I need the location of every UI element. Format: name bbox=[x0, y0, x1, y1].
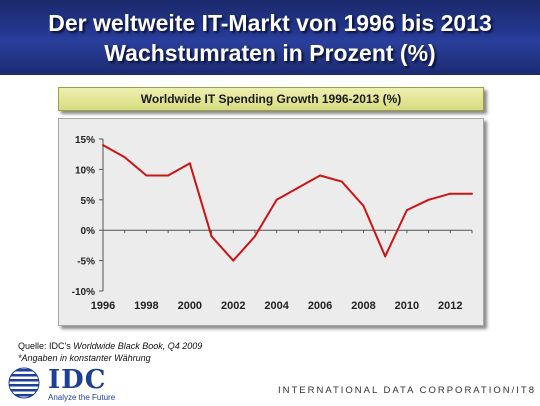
idc-logo: IDC Analyze the Future bbox=[6, 365, 116, 402]
data-point bbox=[123, 156, 126, 159]
x-tick-label: 2006 bbox=[308, 300, 332, 312]
chart-title: Worldwide IT Spending Growth 1996-2013 (… bbox=[58, 87, 484, 111]
data-point bbox=[362, 204, 365, 207]
x-tick-label: 2012 bbox=[438, 300, 462, 312]
data-point bbox=[253, 235, 256, 238]
data-point bbox=[405, 209, 408, 212]
globe-icon bbox=[8, 367, 40, 399]
line-chart: 15% 10% 5% 0% -5% -10% 1996 1998 2000 2002 2004 200… bbox=[72, 135, 473, 312]
data-point bbox=[427, 198, 430, 201]
data-point bbox=[167, 174, 170, 177]
page-title: Der weltweite IT-Markt von 1996 bis 2013 bbox=[48, 10, 492, 36]
x-tick-label: 2008 bbox=[351, 300, 375, 312]
source-prefix: Quelle: IDC's bbox=[18, 341, 74, 351]
data-point bbox=[210, 235, 213, 238]
y-tick-label: 10% bbox=[75, 165, 95, 176]
x-tick-label: 2000 bbox=[178, 300, 202, 312]
data-point bbox=[102, 144, 104, 147]
source-note: Quelle: IDC's Worldwide Black Book, Q4 2… bbox=[18, 341, 202, 351]
data-point bbox=[188, 162, 191, 165]
data-point bbox=[232, 259, 235, 262]
x-tick-label: 1998 bbox=[134, 300, 158, 312]
x-tick-label: 2002 bbox=[221, 300, 245, 312]
currency-note: *Angaben in konstanter Währung bbox=[18, 353, 151, 363]
data-point bbox=[297, 186, 300, 189]
series-line bbox=[102, 144, 472, 262]
chart-panel: 15% 10% 5% 0% -5% -10% 1996 1998 2000 2002 2004 200… bbox=[58, 118, 484, 326]
data-point bbox=[449, 192, 452, 195]
data-point bbox=[319, 174, 322, 177]
y-tick-label: 0% bbox=[81, 226, 96, 237]
x-tick-label: 2004 bbox=[264, 300, 289, 312]
x-tick-label: 2010 bbox=[395, 300, 419, 312]
data-point bbox=[340, 180, 343, 183]
source-book: Worldwide Black Book, Q4 2009 bbox=[73, 341, 203, 351]
company-name: INTERNATIONAL DATA CORPORATION/IT8 bbox=[277, 385, 536, 396]
data-point bbox=[471, 192, 473, 195]
data-point bbox=[275, 198, 278, 201]
logo-wordmark: IDC bbox=[48, 365, 107, 395]
page-subtitle: Wachstumraten in Prozent (%) bbox=[104, 40, 436, 66]
data-point bbox=[145, 174, 148, 177]
header-banner: Der weltweite IT-Markt von 1996 bis 2013… bbox=[0, 0, 540, 75]
y-tick-label: 5% bbox=[81, 196, 96, 207]
y-tick-label: 15% bbox=[75, 135, 95, 146]
x-tick-label: 1996 bbox=[91, 300, 115, 312]
y-tick-label: -5% bbox=[77, 257, 95, 268]
logo-tagline: Analyze the Future bbox=[48, 393, 116, 402]
y-tick-label: -10% bbox=[72, 287, 95, 298]
data-point bbox=[384, 255, 387, 258]
